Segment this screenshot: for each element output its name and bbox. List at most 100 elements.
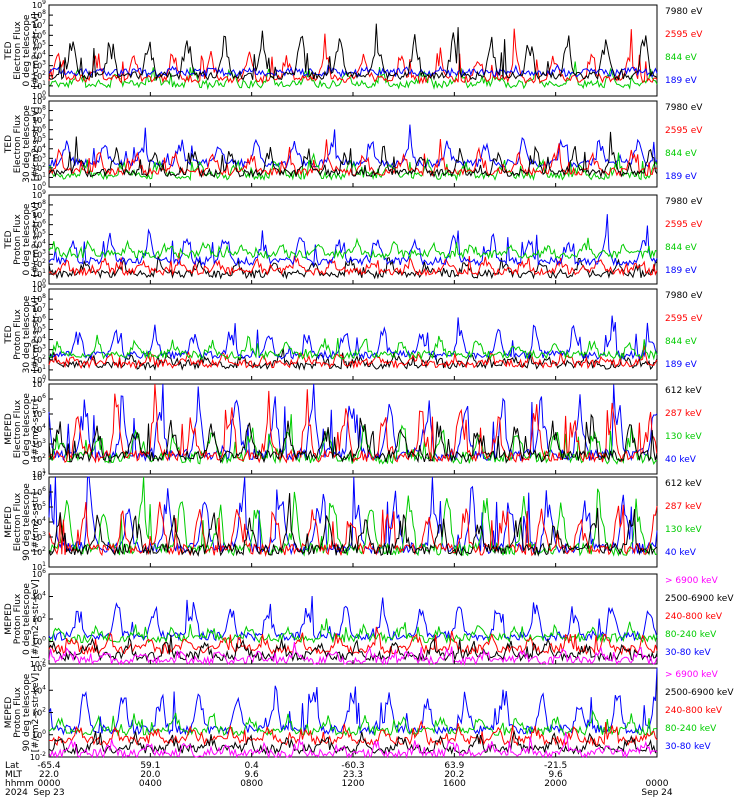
y-tick-label: 107 bbox=[32, 471, 46, 482]
y-tick-label: 104 bbox=[32, 238, 46, 249]
legend-entry: 612 keV bbox=[665, 479, 702, 489]
series-line-7980-ev bbox=[48, 256, 658, 280]
y-tick-label: 103 bbox=[32, 60, 46, 71]
series-line-844-ev bbox=[48, 237, 658, 261]
legend-entry: 240-800 keV bbox=[665, 612, 723, 622]
y-tick-label: 108 bbox=[32, 293, 46, 304]
series-line-2595-ev bbox=[48, 28, 658, 85]
series-line-189-ev bbox=[48, 315, 658, 361]
legend-entry: 844 eV bbox=[665, 243, 698, 253]
legend-entry: 7980 eV bbox=[665, 197, 703, 207]
legend-entry: 130 keV bbox=[665, 432, 702, 442]
legend-entry: 80-240 keV bbox=[665, 630, 717, 640]
y-tick-label: 102 bbox=[32, 354, 46, 365]
x-tick-label-hhmm: 0800 bbox=[240, 779, 263, 789]
y-tick-label: 109 bbox=[32, 283, 46, 294]
legend-entry: > 6900 keV bbox=[665, 670, 719, 680]
y-tick-label: 106 bbox=[32, 29, 46, 40]
legend-entry: 7980 eV bbox=[665, 291, 703, 301]
x-tick-label-lat: 63.9 bbox=[444, 761, 464, 771]
x-tick-label-mlt: 9.6 bbox=[244, 770, 259, 780]
legend-entry: 287 keV bbox=[665, 502, 702, 512]
y-tick-label: 106 bbox=[32, 219, 46, 230]
y-tick-label: 103 bbox=[32, 438, 46, 449]
panel-2: 100101102103104105106107108109TEDElectro… bbox=[4, 95, 703, 192]
series-line-2595-ev bbox=[48, 345, 658, 370]
x-tick-label-lat: -60.3 bbox=[341, 761, 364, 771]
legend-entry: 80-240 keV bbox=[665, 724, 717, 734]
x-tick-label-lat: 0.4 bbox=[244, 761, 259, 771]
series-line-189-ev bbox=[48, 214, 658, 268]
y-tick-label: 102 bbox=[32, 707, 46, 718]
y-tick-label: 109 bbox=[32, 0, 46, 10]
x-tick-label-mlt: 22.0 bbox=[39, 770, 59, 780]
legend-entry: 844 eV bbox=[665, 53, 698, 63]
y-tick-label: 100 bbox=[32, 729, 46, 740]
y-tick-label: 106 bbox=[32, 662, 46, 673]
y-tick-label: 101 bbox=[32, 171, 46, 182]
legend-entry: 2500-6900 keV bbox=[665, 688, 734, 698]
y-tick-label: 100 bbox=[32, 636, 46, 647]
legend-entry: 2595 eV bbox=[665, 126, 703, 136]
y-tick-label: 103 bbox=[32, 248, 46, 259]
y-tick-label: 108 bbox=[32, 199, 46, 210]
y-tick-label: 106 bbox=[32, 486, 46, 497]
y-tick-label: 104 bbox=[32, 143, 46, 154]
y-tick-label: 100 bbox=[32, 278, 46, 289]
legend-entry: 240-800 keV bbox=[665, 706, 723, 716]
y-tick-label: 107 bbox=[32, 19, 46, 30]
x-tick-label-lat: -21.5 bbox=[544, 761, 567, 771]
y-tick-label: 106 bbox=[32, 568, 46, 579]
x-tick-label-date: Sep 23 bbox=[33, 788, 64, 798]
y-tick-label: 101 bbox=[32, 561, 46, 572]
x-tick-label-hhmm: 2000 bbox=[544, 779, 567, 789]
y-tick-label: 107 bbox=[32, 303, 46, 314]
y-tick-label: 10-2 bbox=[30, 751, 46, 762]
y-tick-label: 102 bbox=[32, 162, 46, 173]
y-tick-label: 105 bbox=[32, 229, 46, 240]
y-axis-label: MEPEDElectron Flux90 deg telescope[#/cm2… bbox=[4, 483, 41, 561]
x-tick-label-date: Sep 24 bbox=[641, 788, 673, 798]
x-row-label: hhmm bbox=[5, 779, 34, 789]
y-tick-label: 108 bbox=[32, 105, 46, 116]
y-tick-label: 105 bbox=[32, 408, 46, 419]
y-tick-label: 104 bbox=[32, 684, 46, 695]
legend-entry: 2500-6900 keV bbox=[665, 594, 734, 604]
series-line-7980-ev bbox=[48, 131, 658, 179]
legend-entry: 844 eV bbox=[665, 149, 698, 159]
series-line-40-kev bbox=[48, 383, 658, 462]
series-line-80-240-kev bbox=[48, 618, 658, 644]
y-tick-label: 100 bbox=[32, 90, 46, 101]
x-tick-label-hhmm: 0000 bbox=[38, 779, 61, 789]
x-tick-label-hhmm: 1200 bbox=[342, 779, 365, 789]
legend-entry: 30-80 keV bbox=[665, 648, 711, 658]
legend-entry: 189 eV bbox=[665, 172, 698, 182]
y-tick-label: 107 bbox=[32, 209, 46, 220]
y-tick-label: 101 bbox=[32, 468, 46, 479]
y-axis-label: MEPEDElectron Flux0 deg telescope[#/cm2-… bbox=[4, 393, 41, 465]
legend-entry: 7980 eV bbox=[665, 103, 703, 113]
y-tick-label: 102 bbox=[32, 258, 46, 269]
series-line-844-ev bbox=[48, 152, 658, 182]
y-tick-label: 104 bbox=[32, 50, 46, 61]
y-tick-label: 103 bbox=[32, 531, 46, 542]
series-line-7980-ev bbox=[48, 348, 658, 371]
series-line--6900-kev bbox=[48, 731, 658, 759]
series-line-30-80-kev bbox=[48, 667, 658, 736]
y-tick-label: 10-2 bbox=[30, 658, 46, 669]
legend-entry: 189 eV bbox=[665, 360, 698, 370]
y-axis-label: TEDProton Flux0 deg telescope[#/cm2-s-st… bbox=[4, 202, 41, 277]
y-tick-label: 101 bbox=[32, 364, 46, 375]
y-tick-label: 103 bbox=[32, 152, 46, 163]
series-line-30-80-kev bbox=[48, 595, 658, 642]
series-line-2595-ev bbox=[48, 252, 658, 277]
series-line-844-ev bbox=[48, 334, 658, 361]
legend-entry: > 6900 keV bbox=[665, 576, 719, 586]
y-tick-label: 104 bbox=[32, 423, 46, 434]
y-tick-label: 104 bbox=[32, 516, 46, 527]
